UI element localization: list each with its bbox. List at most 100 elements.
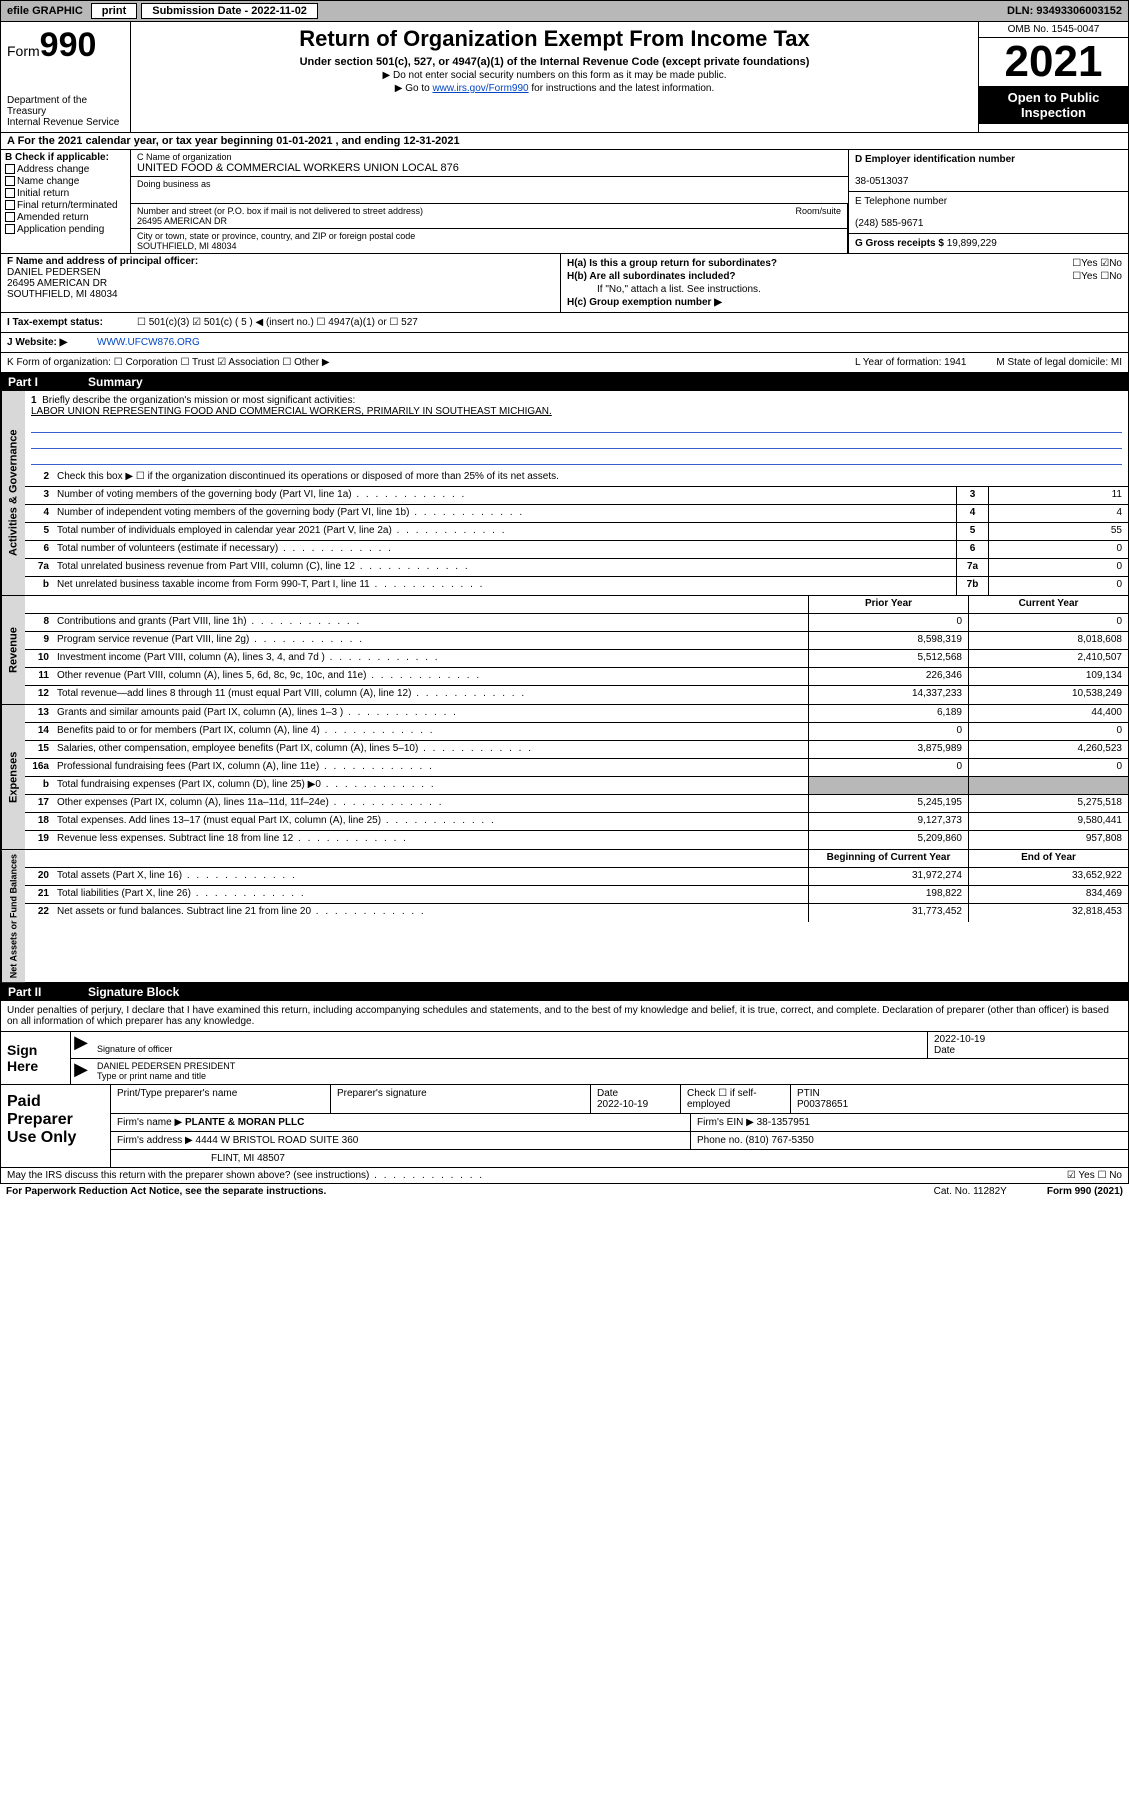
- firm-phone: Phone no. (810) 767-5350: [691, 1132, 1128, 1149]
- room-label: Room/suite: [795, 206, 841, 216]
- chk-name-change[interactable]: Name change: [5, 176, 126, 187]
- hb-answer: ☐Yes ☐No: [1072, 271, 1122, 282]
- summary-row: 13Grants and similar amounts paid (Part …: [25, 705, 1128, 723]
- chk-initial-return[interactable]: Initial return: [5, 188, 126, 199]
- prep-ptin: PTINP00378651: [791, 1085, 1128, 1113]
- sign-here-block: Sign Here ▶ Signature of officer 2022-10…: [0, 1032, 1129, 1085]
- tel-value: (248) 585-9671: [855, 218, 923, 229]
- summary-row: 8Contributions and grants (Part VIII, li…: [25, 614, 1128, 632]
- org-name: UNITED FOOD & COMMERCIAL WORKERS UNION L…: [137, 162, 459, 174]
- form-subtitle: Under section 501(c), 527, or 4947(a)(1)…: [139, 56, 970, 68]
- col-c-org-info: C Name of organization UNITED FOOD & COM…: [131, 150, 848, 253]
- paid-preparer-block: Paid Preparer Use Only Print/Type prepar…: [0, 1085, 1129, 1168]
- summary-row: 10Investment income (Part VIII, column (…: [25, 650, 1128, 668]
- form-990-footer: Form 990 (2021): [1047, 1186, 1123, 1197]
- addr-label: Number and street (or P.O. box if mail i…: [137, 206, 423, 216]
- sign-date: 2022-10-19Date: [928, 1032, 1128, 1058]
- ha-answer: ☐Yes ☑No: [1072, 258, 1122, 269]
- tax-year: 2021: [979, 38, 1128, 86]
- city-state-zip: SOUTHFIELD, MI 48034: [137, 241, 237, 251]
- chk-app-pending[interactable]: Application pending: [5, 224, 126, 235]
- hc-label: H(c) Group exemption number ▶: [567, 297, 722, 308]
- irs-discuss-row: May the IRS discuss this return with the…: [0, 1168, 1129, 1184]
- arrow-icon: ▶: [71, 1032, 91, 1058]
- form-number: Form990: [7, 26, 124, 65]
- gross-label: G Gross receipts $: [855, 238, 944, 249]
- mission-block: 1 Briefly describe the organization's mi…: [25, 391, 1128, 469]
- street-address: 26495 AMERICAN DR: [137, 216, 227, 226]
- officer-addr1: 26495 AMERICAN DR: [7, 278, 107, 289]
- cat-no: Cat. No. 11282Y: [934, 1186, 1007, 1197]
- ein-value: 38-0513037: [855, 176, 908, 187]
- print-button[interactable]: print: [91, 3, 137, 19]
- prep-self-emp: Check ☐ if self-employed: [681, 1085, 791, 1113]
- col-h-group: H(a) Is this a group return for subordin…: [561, 254, 1128, 312]
- omb-number: OMB No. 1545-0047: [979, 22, 1128, 38]
- pra-notice: For Paperwork Reduction Act Notice, see …: [6, 1186, 326, 1197]
- section-revenue: Revenue Prior Year Current Year 8Contrib…: [0, 596, 1129, 705]
- col-current-year: Current Year: [968, 596, 1128, 613]
- ha-label: H(a) Is this a group return for subordin…: [567, 258, 777, 269]
- dba-label: Doing business as: [137, 179, 211, 189]
- firm-ein: Firm's EIN ▶ 38-1357951: [691, 1114, 1128, 1131]
- hb-label: H(b) Are all subordinates included?: [567, 271, 736, 282]
- officer-addr2: SOUTHFIELD, MI 48034: [7, 289, 118, 300]
- efile-topbar: efile GRAPHIC print Submission Date - 20…: [0, 0, 1129, 22]
- gross-value: 19,899,229: [947, 238, 997, 249]
- tel-label: E Telephone number: [855, 196, 947, 207]
- part1-header: Part ISummary: [0, 373, 1129, 391]
- year-formation: L Year of formation: 1941: [855, 357, 966, 368]
- website-link[interactable]: WWW.UFCW876.ORG: [97, 337, 200, 348]
- vtab-revenue: Revenue: [1, 596, 25, 704]
- irs-discuss-q: May the IRS discuss this return with the…: [7, 1170, 484, 1181]
- signature-intro: Under penalties of perjury, I declare th…: [0, 1001, 1129, 1032]
- hb-note: If "No," attach a list. See instructions…: [567, 284, 1122, 295]
- dept-treasury: Department of the Treasury: [7, 95, 124, 117]
- officer-name: DANIEL PEDERSEN: [7, 267, 101, 278]
- irs-link[interactable]: www.irs.gov/Form990: [432, 83, 528, 94]
- firm-name: Firm's name ▶ PLANTE & MORAN PLLC: [111, 1114, 691, 1131]
- col-f-officer: F Name and address of principal officer:…: [1, 254, 561, 312]
- chk-address-change[interactable]: Address change: [5, 164, 126, 175]
- gov-row: 5Total number of individuals employed in…: [25, 523, 1128, 541]
- dln-value: DLN: 93493306003152: [1001, 5, 1128, 17]
- pra-footer: For Paperwork Reduction Act Notice, see …: [0, 1184, 1129, 1199]
- row-a-tax-year: A For the 2021 calendar year, or tax yea…: [0, 133, 1129, 150]
- col-b-checkboxes: B Check if applicable: Address change Na…: [1, 150, 131, 253]
- signature-field[interactable]: Signature of officer: [91, 1032, 928, 1058]
- prep-date: Date2022-10-19: [591, 1085, 681, 1113]
- gov-row: 3Number of voting members of the governi…: [25, 487, 1128, 505]
- col-prior-year: Prior Year: [808, 596, 968, 613]
- form-org-options: K Form of organization: ☐ Corporation ☐ …: [7, 357, 330, 368]
- col-d-ein-tel: D Employer identification number 38-0513…: [848, 150, 1128, 253]
- prep-name-lbl: Print/Type preparer's name: [111, 1085, 331, 1113]
- col-begin-year: Beginning of Current Year: [808, 850, 968, 867]
- section-net-assets: Net Assets or Fund Balances Beginning of…: [0, 850, 1129, 983]
- firm-addr: Firm's address ▶ 4444 W BRISTOL ROAD SUI…: [111, 1132, 691, 1149]
- chk-final-return[interactable]: Final return/terminated: [5, 200, 126, 211]
- vtab-net-assets: Net Assets or Fund Balances: [1, 850, 25, 982]
- org-name-label: C Name of organization: [137, 152, 232, 162]
- arrow-icon: ▶: [71, 1059, 91, 1083]
- block-bcd: B Check if applicable: Address change Na…: [0, 150, 1129, 254]
- row-i-tax-status: I Tax-exempt status: ☐ 501(c)(3) ☑ 501(c…: [0, 313, 1129, 333]
- summary-row: 11Other revenue (Part VIII, column (A), …: [25, 668, 1128, 686]
- summary-row: 9Program service revenue (Part VIII, lin…: [25, 632, 1128, 650]
- irs-label: Internal Revenue Service: [7, 117, 124, 128]
- row-j-website: J Website: ▶ WWW.UFCW876.ORG: [0, 333, 1129, 353]
- vtab-expenses: Expenses: [1, 705, 25, 849]
- line2-desc: Check this box ▶ ☐ if the organization d…: [53, 469, 1128, 486]
- submission-date: Submission Date - 2022-11-02: [141, 3, 318, 19]
- summary-row: 18Total expenses. Add lines 13–17 (must …: [25, 813, 1128, 831]
- open-public-badge: Open to PublicInspection: [979, 86, 1128, 124]
- summary-row: 21Total liabilities (Part X, line 26)198…: [25, 886, 1128, 904]
- chk-amended[interactable]: Amended return: [5, 212, 126, 223]
- irs-discuss-ans: ☑ Yes ☐ No: [1067, 1170, 1122, 1181]
- gov-row: bNet unrelated business taxable income f…: [25, 577, 1128, 595]
- summary-row: 22Net assets or fund balances. Subtract …: [25, 904, 1128, 922]
- mission-text: LABOR UNION REPRESENTING FOOD AND COMMER…: [31, 406, 552, 417]
- form-header: Form990 Department of the Treasury Inter…: [0, 22, 1129, 133]
- ssn-warning: ▶ Do not enter social security numbers o…: [139, 70, 970, 81]
- row-k-form-org: K Form of organization: ☐ Corporation ☐ …: [0, 353, 1129, 373]
- summary-row: 14Benefits paid to or for members (Part …: [25, 723, 1128, 741]
